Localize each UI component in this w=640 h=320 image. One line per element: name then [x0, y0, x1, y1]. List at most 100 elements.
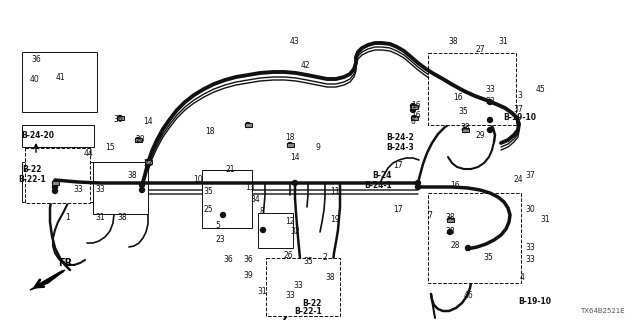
Text: 16: 16: [411, 111, 421, 121]
Text: 38: 38: [117, 213, 127, 222]
Circle shape: [412, 116, 417, 121]
Text: B-22-1: B-22-1: [18, 174, 46, 183]
Text: 22: 22: [143, 159, 153, 169]
Text: 38: 38: [127, 171, 137, 180]
Text: 25: 25: [203, 205, 213, 214]
Text: 5: 5: [216, 220, 220, 229]
Circle shape: [145, 159, 150, 164]
Circle shape: [488, 100, 493, 105]
Text: B-19-10: B-19-10: [518, 298, 552, 307]
Text: 20: 20: [135, 135, 145, 145]
Circle shape: [415, 180, 420, 186]
Text: B-24-2: B-24-2: [386, 133, 414, 142]
Text: 3: 3: [518, 91, 522, 100]
Text: 1: 1: [66, 213, 70, 222]
Text: 33: 33: [525, 244, 535, 252]
Circle shape: [415, 185, 420, 189]
Text: B-24-3: B-24-3: [386, 143, 414, 153]
Text: 26: 26: [283, 251, 293, 260]
Text: 35: 35: [458, 108, 468, 116]
Text: 38: 38: [325, 274, 335, 283]
Text: 33: 33: [285, 292, 295, 300]
Circle shape: [52, 180, 58, 186]
Circle shape: [118, 116, 122, 121]
Text: B-22: B-22: [22, 165, 42, 174]
Bar: [145, 160, 152, 164]
Circle shape: [447, 218, 452, 222]
Text: 16: 16: [450, 180, 460, 189]
Text: 43: 43: [290, 37, 300, 46]
Circle shape: [52, 185, 58, 189]
Text: 38: 38: [445, 228, 455, 236]
Text: B-22-1: B-22-1: [294, 308, 322, 316]
Bar: [22, 52, 97, 112]
Text: 36: 36: [223, 255, 233, 265]
Text: 17: 17: [393, 205, 403, 214]
Bar: [135, 138, 142, 142]
Text: 4: 4: [520, 274, 524, 283]
Text: 9: 9: [316, 143, 321, 153]
Text: 11: 11: [330, 188, 340, 196]
Bar: [117, 116, 124, 120]
Text: 23: 23: [215, 236, 225, 244]
Circle shape: [465, 245, 470, 251]
Text: 27: 27: [475, 45, 485, 54]
Text: 13: 13: [245, 183, 255, 193]
Text: 6: 6: [411, 116, 415, 125]
Circle shape: [260, 228, 266, 233]
Text: 41: 41: [55, 74, 65, 83]
Circle shape: [488, 127, 493, 132]
Circle shape: [246, 123, 250, 127]
Bar: [22, 162, 104, 202]
Bar: [428, 193, 521, 283]
Circle shape: [136, 138, 141, 142]
Text: 38: 38: [460, 124, 470, 132]
Text: 37: 37: [525, 171, 535, 180]
Text: 7: 7: [428, 211, 433, 220]
Text: 10: 10: [193, 175, 203, 185]
Circle shape: [292, 180, 298, 186]
Bar: [411, 116, 418, 120]
Text: 16: 16: [411, 101, 421, 110]
Text: 18: 18: [205, 127, 215, 137]
Text: 31: 31: [498, 37, 508, 46]
Text: 19: 19: [330, 215, 340, 225]
Bar: [447, 218, 454, 222]
Bar: [22, 125, 94, 147]
Text: 32: 32: [290, 228, 300, 236]
Text: 2: 2: [323, 253, 328, 262]
Text: 16: 16: [453, 93, 463, 102]
Text: 33: 33: [485, 98, 495, 107]
Bar: [428, 53, 516, 125]
Text: 33: 33: [73, 186, 83, 195]
Circle shape: [447, 229, 452, 235]
Text: B-24-1: B-24-1: [364, 180, 392, 189]
Text: 45: 45: [535, 85, 545, 94]
Circle shape: [410, 108, 415, 113]
Text: 31: 31: [257, 287, 267, 297]
Text: B-19-10: B-19-10: [504, 114, 536, 123]
Circle shape: [140, 182, 145, 188]
Bar: [202, 170, 252, 228]
Circle shape: [410, 103, 415, 108]
Text: 36: 36: [31, 55, 41, 65]
Text: 35: 35: [483, 253, 493, 262]
Bar: [52, 181, 59, 185]
Text: 17: 17: [393, 162, 403, 171]
Text: 34: 34: [250, 196, 260, 204]
Bar: [287, 143, 294, 147]
Text: 37: 37: [513, 106, 523, 115]
Bar: [411, 105, 418, 109]
Text: 33: 33: [525, 255, 535, 265]
Text: 36: 36: [113, 116, 123, 124]
Text: 46: 46: [463, 291, 473, 300]
Text: 33: 33: [95, 186, 105, 195]
Polygon shape: [30, 270, 65, 290]
Bar: [266, 258, 340, 316]
Circle shape: [287, 142, 292, 148]
Text: B-24: B-24: [372, 171, 392, 180]
Text: TX64B2521E: TX64B2521E: [580, 308, 625, 314]
Text: 30: 30: [525, 205, 535, 214]
Circle shape: [221, 212, 225, 218]
Bar: [93, 162, 148, 214]
